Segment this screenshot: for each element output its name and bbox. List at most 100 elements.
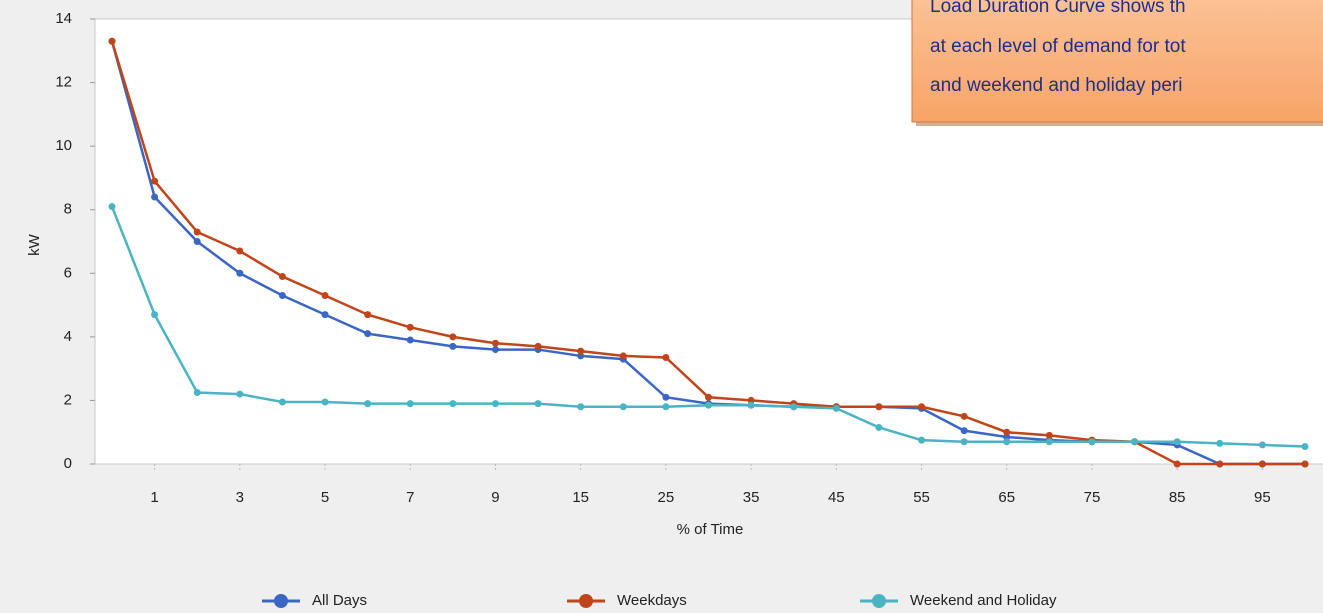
y-tick-label: 10 [55, 137, 72, 154]
data-point [619, 352, 627, 360]
legend-swatch [579, 594, 593, 608]
legend-swatch [872, 594, 886, 608]
data-point [491, 339, 499, 347]
callout-text: at each level of demand for tot [930, 36, 1186, 57]
data-point [151, 177, 159, 185]
data-point [236, 269, 244, 277]
data-point [449, 400, 457, 408]
data-point [534, 400, 542, 408]
data-point [875, 403, 883, 411]
data-point [1216, 439, 1224, 447]
x-tick-label: 15 [572, 489, 589, 506]
data-point [321, 311, 329, 319]
data-point [1173, 438, 1181, 446]
data-point [491, 346, 499, 354]
data-point [406, 400, 414, 408]
data-point [1003, 438, 1011, 446]
y-tick-label: 14 [55, 10, 72, 27]
data-point [1173, 460, 1181, 468]
y-tick-label: 0 [64, 455, 72, 472]
data-point [236, 390, 244, 398]
data-point [449, 342, 457, 350]
data-point [960, 427, 968, 435]
data-point [1301, 460, 1309, 468]
data-point [534, 342, 542, 350]
x-tick-label: 85 [1169, 489, 1186, 506]
legend-swatch [274, 594, 288, 608]
data-point [960, 438, 968, 446]
x-tick-label: 9 [491, 489, 499, 506]
data-point [278, 292, 286, 300]
data-point [1045, 438, 1053, 446]
y-tick-label: 2 [64, 391, 72, 408]
callout [911, 0, 1323, 123]
data-point [1003, 428, 1011, 436]
data-point [1258, 460, 1266, 468]
data-point [875, 423, 883, 431]
data-point [577, 347, 585, 355]
data-point [278, 272, 286, 280]
y-tick-label: 6 [64, 264, 72, 281]
x-tick-label: 55 [913, 489, 930, 506]
callout-text: Load Duration Curve shows th [930, 0, 1186, 17]
y-tick-label: 4 [64, 328, 72, 345]
legend-label: Weekdays [617, 592, 687, 609]
data-point [321, 292, 329, 300]
data-point [364, 311, 372, 319]
x-tick-label: 3 [236, 489, 244, 506]
x-tick-label: 75 [1084, 489, 1101, 506]
data-point [832, 404, 840, 412]
data-point [1258, 441, 1266, 449]
data-point [193, 388, 201, 396]
data-point [662, 403, 670, 411]
data-point [321, 398, 329, 406]
x-tick-label: 35 [743, 489, 760, 506]
data-point [619, 403, 627, 411]
data-point [918, 403, 926, 411]
x-axis-label: % of Time [677, 521, 744, 538]
data-point [577, 403, 585, 411]
data-point [918, 436, 926, 444]
data-point [747, 401, 755, 409]
data-point [662, 354, 670, 362]
data-point [193, 228, 201, 236]
data-point [1045, 431, 1053, 439]
x-tick-label: 1 [150, 489, 158, 506]
data-point [151, 193, 159, 201]
data-point [364, 400, 372, 408]
data-point [108, 37, 116, 45]
data-point [364, 330, 372, 338]
x-tick-label: 45 [828, 489, 845, 506]
x-tick-label: 95 [1254, 489, 1271, 506]
data-point [1088, 438, 1096, 446]
x-tick-label: 5 [321, 489, 329, 506]
data-point [406, 323, 414, 331]
y-tick-label: 8 [64, 201, 72, 218]
legend-label: All Days [312, 592, 367, 609]
x-tick-label: 65 [998, 489, 1015, 506]
data-point [491, 400, 499, 408]
data-point [193, 238, 201, 245]
data-point [406, 336, 414, 344]
data-point [278, 398, 286, 406]
y-tick-label: 12 [55, 74, 72, 91]
data-point [151, 311, 159, 319]
data-point [662, 393, 670, 401]
data-point [108, 203, 116, 211]
data-point [790, 403, 798, 411]
callout-text: and weekend and holiday peri [930, 75, 1182, 96]
data-point [705, 393, 712, 401]
data-point [1216, 460, 1224, 468]
data-point [705, 401, 712, 409]
y-axis-label: kW [26, 233, 43, 256]
x-tick-label: 7 [406, 489, 414, 506]
data-point [1131, 438, 1139, 446]
legend-label: Weekend and Holiday [910, 592, 1057, 609]
data-point [960, 412, 968, 420]
x-tick-label: 25 [658, 489, 675, 506]
data-point [449, 333, 457, 341]
data-point [236, 247, 244, 255]
data-point [1301, 443, 1309, 451]
